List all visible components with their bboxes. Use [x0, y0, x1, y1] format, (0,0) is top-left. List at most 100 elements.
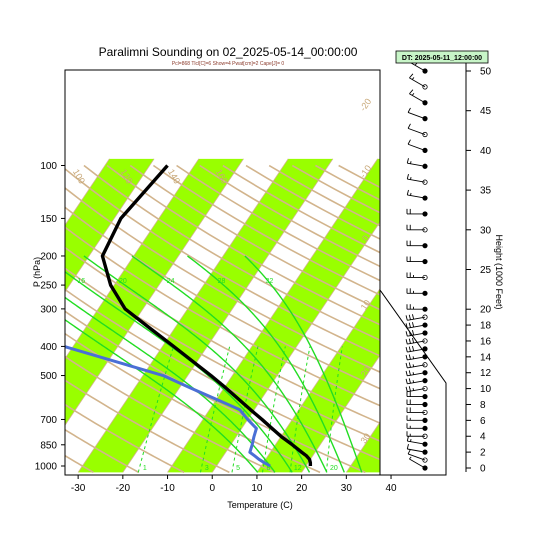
mixing-ratio-label: 3 — [205, 465, 209, 472]
dry-adiabat — [129, 164, 380, 311]
wind-barb-feather — [406, 189, 409, 196]
wind-barb — [405, 345, 428, 353]
wind-barb — [406, 407, 428, 416]
dry-adiabat — [65, 428, 140, 474]
wind-barb-feather — [408, 346, 411, 352]
dry-adiabat — [65, 403, 185, 474]
dry-adiabat — [65, 355, 276, 474]
isotherm-label: 10 — [359, 298, 373, 312]
moist-adiabat — [244, 255, 363, 473]
wind-barb-feather — [405, 370, 408, 376]
x-tick-label: 10 — [251, 483, 263, 494]
wind-barb — [405, 314, 428, 321]
temperature-profile — [100, 164, 313, 467]
wind-barb — [406, 288, 428, 296]
x-tick-label: 0 — [209, 483, 215, 494]
wind-barb-feather — [412, 337, 415, 344]
wind-barb-feather — [405, 315, 408, 321]
isotherm-line — [301, 354, 380, 473]
height-tick-label: 16 — [480, 336, 492, 347]
wind-barb-feather — [408, 386, 411, 392]
wind-barb-shaft — [409, 77, 426, 88]
height-tick-label: 50 — [480, 67, 492, 78]
mixing-ratio-line — [325, 346, 343, 473]
wind-barb-feather — [407, 123, 411, 129]
mixing-ratio-line — [231, 346, 259, 473]
wind-barb-half-feather — [411, 77, 415, 80]
wind-barb-feather — [406, 174, 409, 180]
sounding-series — [65, 164, 313, 468]
wind-barb-shaft — [407, 127, 426, 135]
y-tick-label: 400 — [40, 342, 57, 353]
wind-barb-feather — [407, 139, 411, 145]
wind-barb — [409, 89, 428, 106]
wind-barb-feather — [405, 323, 408, 329]
moist-adiabat-label: 32 — [265, 278, 273, 285]
wind-barb — [406, 208, 428, 217]
wind-barb-feather — [405, 362, 408, 369]
wind-barb — [407, 449, 428, 463]
wind-barb-half-feather — [409, 456, 412, 460]
mixing-ratio-lines — [137, 346, 343, 473]
wind-barb — [406, 443, 428, 455]
wind-barb-feather — [412, 322, 415, 328]
height-tick-label: 12 — [480, 368, 492, 379]
moist-adiabat — [65, 270, 293, 473]
height-tick-label: 45 — [480, 106, 492, 117]
wind-barb-feather — [412, 314, 415, 320]
wind-barb — [407, 139, 428, 153]
dewpoint-profile — [65, 345, 271, 468]
y-tick-label: 100 — [40, 161, 57, 172]
wind-barb — [406, 158, 428, 169]
x-tick-label: 40 — [385, 483, 397, 494]
wind-barb-feather — [408, 338, 411, 344]
dry-adiabat — [65, 246, 380, 424]
isotherm-line — [65, 158, 110, 226]
wind-barb — [406, 304, 428, 312]
x-tick-label: -10 — [160, 483, 175, 494]
wind-barb-feather — [405, 378, 408, 384]
moist-adiabat — [131, 255, 328, 473]
moist-adiabat-label: 20 — [119, 278, 127, 285]
dry-adiabat — [65, 186, 380, 373]
wind-barb-shaft — [407, 112, 426, 120]
mixing-ratio-label: 20 — [330, 465, 338, 472]
wind-barb-feather — [405, 354, 408, 361]
height-tick-label: 30 — [480, 225, 492, 236]
wind-barb-half-feather — [412, 372, 415, 375]
height-tick-label: 2 — [480, 448, 486, 459]
moist-adiabat — [83, 255, 311, 473]
x-tick-label: -20 — [116, 483, 131, 494]
wind-barb-feather — [412, 330, 415, 336]
wind-barb-feather — [409, 89, 414, 95]
isotherm-label: 20 — [359, 365, 373, 379]
wind-barb-feather — [405, 347, 408, 353]
moist-adiabat — [65, 318, 259, 473]
wind-barb-shaft — [407, 453, 426, 461]
wind-barb-shaft — [407, 143, 426, 151]
wind-barb-feather — [408, 330, 411, 336]
x-tick-label: -30 — [71, 483, 86, 494]
wind-barb — [406, 436, 428, 447]
wind-barb-feather — [409, 73, 414, 79]
wind-barb-half-feather — [412, 364, 415, 367]
x-tick-label: 30 — [341, 483, 353, 494]
chart-subtitle: Pcl=868 Tlcl[C]=6 Show=4 Pwat[cm]=2 Cape… — [172, 61, 285, 67]
axes: -30 -20 -10 0 10 20 30 401001502002503004005007… — [35, 55, 492, 494]
moist-adiabats — [65, 255, 363, 473]
height-axis-label: Height (1000 Feet) — [494, 234, 504, 309]
wind-barb — [409, 456, 428, 471]
wind-barb — [406, 272, 428, 281]
isotherm-label: 0 — [360, 233, 371, 243]
mixing-ratio-label: 12 — [294, 465, 302, 472]
isotherm-line — [77, 158, 289, 473]
y-tick-label: 500 — [40, 371, 57, 382]
wind-barb-feather — [405, 339, 408, 345]
x-axis-label: Temperature (C) — [227, 500, 293, 510]
wind-barb-half-feather — [412, 380, 415, 383]
dry-adiabat — [83, 164, 380, 341]
wind-barb — [406, 431, 428, 439]
wind-barb-feather — [407, 107, 411, 113]
height-tick-label: 25 — [480, 265, 492, 276]
